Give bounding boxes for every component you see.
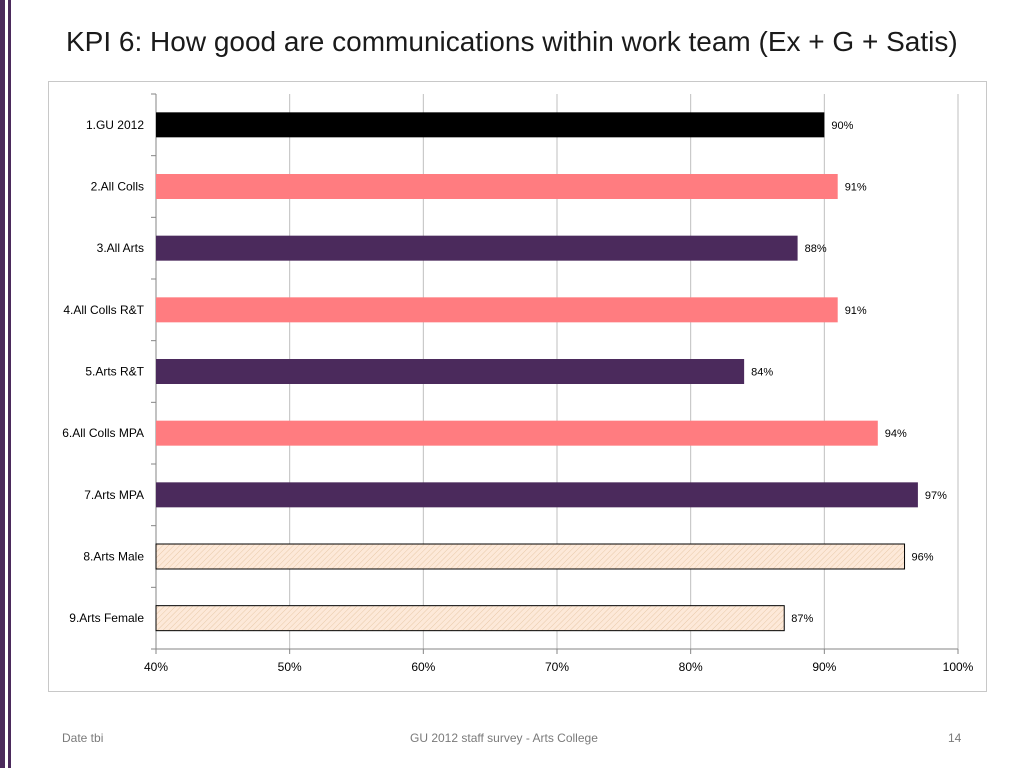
category-label: 6.All Colls MPA <box>62 426 144 440</box>
x-tick-label: 50% <box>278 660 302 674</box>
bar <box>156 420 878 446</box>
x-tick-label: 40% <box>144 660 168 674</box>
data-label: 91% <box>845 182 867 194</box>
data-label: 87% <box>791 613 813 625</box>
x-tick-label: 70% <box>545 660 569 674</box>
bar <box>156 235 798 261</box>
left-accent-bar-thin <box>8 0 11 768</box>
footer-date: Date tbi <box>62 731 104 745</box>
bar <box>156 297 838 323</box>
category-label: 9.Arts Female <box>69 611 144 625</box>
x-tick-label: 90% <box>812 660 836 674</box>
x-tick-label: 60% <box>411 660 435 674</box>
x-tick-label: 100% <box>943 660 974 674</box>
left-accent-bar <box>0 0 5 768</box>
bar <box>155 543 906 570</box>
category-label: 3.All Arts <box>97 241 144 255</box>
bar-chart: 40% 50% 60% 70% 80% 90% 100% 1.GU 2012 90% 2.All … <box>62 93 974 674</box>
slide-title: KPI 6: How good are communications withi… <box>66 26 958 57</box>
bar <box>156 482 918 508</box>
category-label: 5.Arts R&T <box>85 365 144 379</box>
data-label: 88% <box>805 243 827 255</box>
data-label: 96% <box>912 552 934 564</box>
bar <box>156 112 825 138</box>
category-label: 1.GU 2012 <box>86 118 144 132</box>
category-label: 7.Arts MPA <box>84 488 144 502</box>
data-label: 91% <box>845 305 867 317</box>
footer-page-number: 14 <box>948 731 962 745</box>
footer-presentation-title: GU 2012 staff survey - Arts College <box>410 731 598 745</box>
bars <box>155 112 918 632</box>
data-label: 97% <box>925 490 947 502</box>
data-label: 94% <box>885 428 907 440</box>
x-tick-label: 80% <box>679 660 703 674</box>
data-label: 90% <box>831 120 853 132</box>
data-label: 84% <box>751 367 773 379</box>
bar <box>156 174 838 199</box>
chart-frame: 40% 50% 60% 70% 80% 90% 100% 1.GU 2012 90% 2.All … <box>48 81 987 692</box>
category-label: 8.Arts Male <box>83 550 144 564</box>
category-label: 2.All Colls <box>91 180 144 194</box>
bar <box>155 605 785 632</box>
labels: 40% 50% 60% 70% 80% 90% 100% 1.GU 2012 90% 2.All … <box>62 118 973 674</box>
category-label: 4.All Colls R&T <box>63 303 144 317</box>
bar <box>156 359 745 384</box>
